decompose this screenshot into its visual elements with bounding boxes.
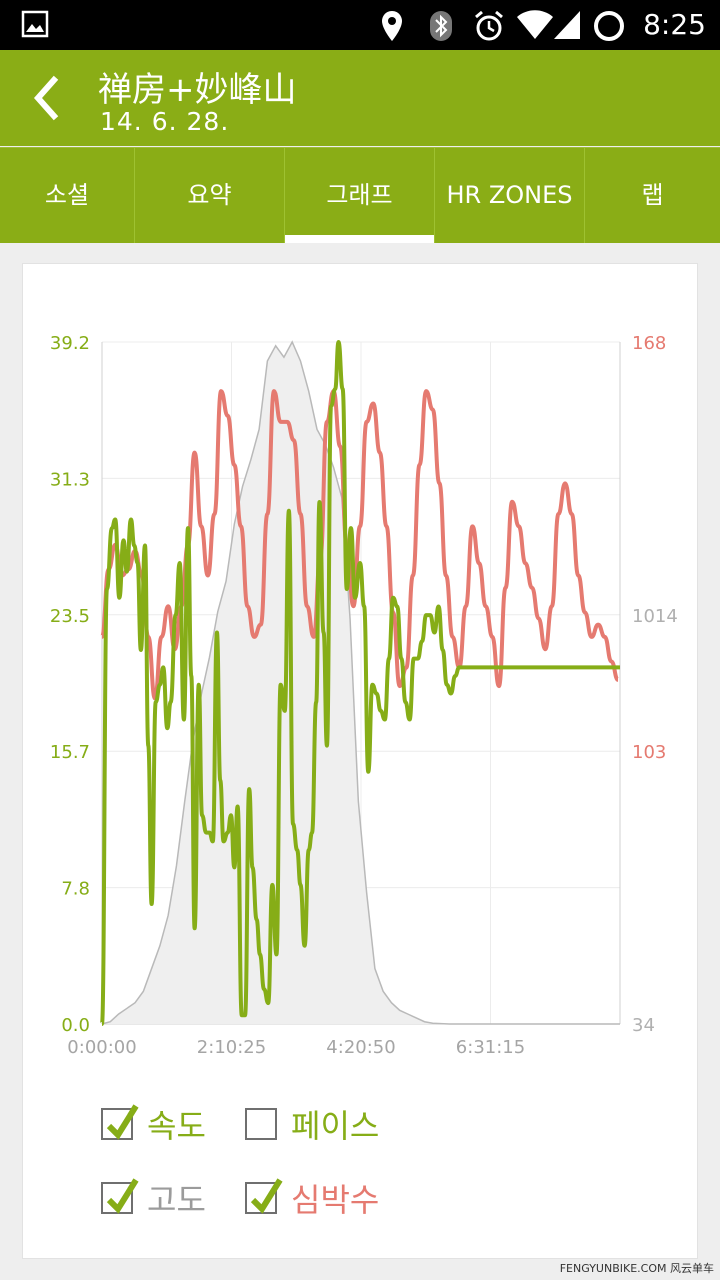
legend-speed[interactable]: 속도 xyxy=(101,1102,206,1146)
graph-card: 39.2 31.3 23.5 15.7 7.8 0.0 168 103 1014 34 0:00:0… xyxy=(22,263,698,1259)
image-icon xyxy=(21,10,49,38)
speed-checkbox[interactable] xyxy=(101,1104,139,1140)
tab-label: 요약 xyxy=(187,181,232,209)
legend-label: 고도 xyxy=(147,1181,206,1219)
legend-label: 속도 xyxy=(147,1107,206,1145)
x-tick-label: 6:31:15 xyxy=(456,1037,525,1058)
altitude-line xyxy=(101,340,620,1025)
altitude-checkbox[interactable] xyxy=(101,1178,139,1214)
y-left-tick-label: 23.5 xyxy=(50,606,90,627)
page-title: 禅房+妙峰山 xyxy=(98,70,297,110)
tab-label: 그래프 xyxy=(326,181,393,209)
app-bar: 禅房+妙峰山 14. 6. 28. xyxy=(0,50,720,146)
signal-icon xyxy=(554,11,580,39)
pace-checkbox[interactable] xyxy=(245,1108,277,1140)
legend-pace[interactable]: 페이스 xyxy=(245,1102,379,1146)
legend-heart-rate[interactable]: 심박수 xyxy=(245,1176,379,1220)
y-left-tick-label: 15.7 xyxy=(50,742,90,763)
wifi-icon xyxy=(517,10,553,39)
alarm-icon xyxy=(475,10,503,41)
heart-rate-line xyxy=(100,389,620,701)
tab-graph[interactable]: 그래프 xyxy=(285,148,435,243)
tab-label: HR ZONES xyxy=(446,181,573,209)
tab-summary[interactable]: 요약 xyxy=(135,148,285,243)
location-icon xyxy=(382,11,402,41)
speed-line xyxy=(100,340,620,1026)
x-tick-label: 2:10:25 xyxy=(197,1037,266,1058)
bluetooth-icon xyxy=(430,11,452,41)
watermark: FENGYUNBIKE.COM 风云单车 xyxy=(559,1262,714,1275)
checkmark-icon xyxy=(106,1104,139,1140)
x-tick-label: 4:20:50 xyxy=(326,1037,395,1058)
tab-hr-zones[interactable]: HR ZONES xyxy=(435,148,585,243)
legend-label: 페이스 xyxy=(291,1107,380,1145)
checkmark-icon xyxy=(250,1178,283,1214)
workout-chart[interactable]: 39.2 31.3 23.5 15.7 7.8 0.0 168 103 1014 34 0:00:0… xyxy=(23,264,699,1064)
clock: 8:25 xyxy=(643,8,706,41)
tab-label: 소셜 xyxy=(44,181,90,209)
tab-laps[interactable]: 랩 xyxy=(585,148,720,243)
status-bar: 8:25 xyxy=(0,0,720,50)
y-left-tick-label: 39.2 xyxy=(50,333,90,354)
y-right-tick-label: 103 xyxy=(632,742,666,763)
tab-bar: 소셜 요약 그래프 HR ZONES 랩 xyxy=(0,147,720,243)
y-left-tick-label: 31.3 xyxy=(50,469,90,490)
x-tick-label: 0:00:00 xyxy=(67,1037,136,1058)
y-right-tick-label: 34 xyxy=(632,1015,655,1036)
heart-rate-checkbox[interactable] xyxy=(245,1178,283,1214)
page-subtitle-date: 14. 6. 28. xyxy=(100,107,230,136)
y-right-tick-label: 1014 xyxy=(632,606,678,627)
checkmark-icon xyxy=(106,1178,139,1214)
legend-altitude[interactable]: 고도 xyxy=(101,1176,206,1220)
chevron-left-icon[interactable] xyxy=(24,74,72,122)
tab-social[interactable]: 소셜 xyxy=(0,148,135,243)
y-left-tick-label: 0.0 xyxy=(61,1015,90,1036)
tab-label: 랩 xyxy=(641,181,664,209)
battery-icon xyxy=(594,11,624,41)
y-left-tick-label: 7.8 xyxy=(61,879,90,900)
y-right-tick-label: 168 xyxy=(632,333,666,354)
legend-label: 심박수 xyxy=(291,1181,380,1219)
active-tab-indicator xyxy=(285,235,434,243)
